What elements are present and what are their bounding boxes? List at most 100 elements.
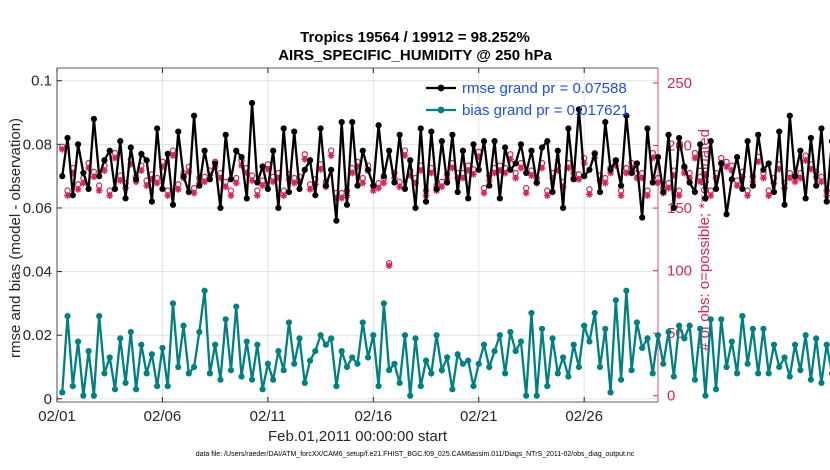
bias-point xyxy=(802,332,809,339)
rmse-point xyxy=(570,176,577,183)
obs-possible-point xyxy=(327,147,335,154)
rmse-point xyxy=(74,141,82,148)
rmse-point xyxy=(760,166,767,173)
bias-point xyxy=(101,370,108,377)
bias-point xyxy=(760,325,767,332)
bias-point xyxy=(90,392,98,399)
bias-point xyxy=(328,335,335,342)
y-tick-label-right: 0 xyxy=(667,388,675,405)
bias-point xyxy=(212,341,219,348)
rmse-point xyxy=(127,144,134,151)
obs-possible-point xyxy=(254,187,261,194)
bias-point xyxy=(190,363,198,371)
rmse-point xyxy=(296,185,303,192)
rmse-point xyxy=(96,173,103,180)
rmse-point xyxy=(491,138,498,145)
rmse-point xyxy=(670,204,677,212)
bias-point xyxy=(549,335,556,342)
rmse-point xyxy=(317,125,324,132)
rmse-point xyxy=(438,138,445,145)
plot-area xyxy=(57,68,658,402)
bias-point xyxy=(396,379,403,387)
bias-point xyxy=(391,360,398,367)
bias-point xyxy=(480,341,488,348)
bias-point xyxy=(502,370,509,377)
bias-point xyxy=(560,354,567,361)
rmse-point xyxy=(349,118,356,126)
obs-possible-point xyxy=(338,189,345,197)
rmse-point xyxy=(375,122,382,129)
bias-point xyxy=(233,303,240,310)
bias-point xyxy=(275,348,282,355)
bias-point xyxy=(264,360,271,367)
rmse-point xyxy=(433,185,440,192)
rmse-point xyxy=(217,204,224,212)
bias-point xyxy=(338,348,345,355)
rmse-point xyxy=(538,144,546,151)
rmse-point xyxy=(449,131,456,138)
bias-point xyxy=(132,386,140,393)
bias-point xyxy=(280,367,287,374)
rmse-point xyxy=(459,147,467,154)
rmse-point xyxy=(697,141,704,148)
x-tick-label: 02/21 xyxy=(460,408,498,425)
bias-point xyxy=(122,379,129,387)
bias-point xyxy=(196,328,203,336)
y-tick-label-right: 100 xyxy=(667,263,692,280)
y-tick-label-right: 150 xyxy=(667,200,692,217)
bias-point xyxy=(317,332,324,339)
obs-possible-point xyxy=(512,169,519,177)
rmse-point xyxy=(227,176,235,183)
x-tick-label: 02/11 xyxy=(250,408,286,425)
bias-point xyxy=(375,382,382,390)
rmse-point xyxy=(132,176,140,183)
bias-point xyxy=(554,370,561,377)
rmse-point xyxy=(111,185,119,192)
rmse-point xyxy=(544,138,551,145)
rmse-point xyxy=(596,188,604,196)
rmse-point xyxy=(169,201,177,208)
rmse-point xyxy=(586,166,593,173)
bias-point xyxy=(739,313,746,320)
rmse-point xyxy=(407,157,414,164)
bias-point xyxy=(296,335,303,342)
bias-point xyxy=(291,360,298,367)
bias-point xyxy=(538,325,546,332)
bias-point xyxy=(243,338,250,345)
chart-title: Tropics 19564 / 19912 = 98.252% xyxy=(300,29,530,46)
series-bias xyxy=(59,287,830,399)
bias-point xyxy=(586,338,593,345)
bias-point xyxy=(507,328,514,336)
bias-point xyxy=(807,376,814,383)
rmse-point xyxy=(428,128,435,135)
rmse-point xyxy=(507,166,514,173)
rmse-point xyxy=(665,131,672,138)
obs-evaluated-point xyxy=(248,177,256,184)
bias-point xyxy=(80,392,87,399)
rmse-point xyxy=(581,173,588,180)
bias-point xyxy=(644,335,651,342)
obs-possible-point xyxy=(707,187,714,194)
bias-point xyxy=(702,392,709,399)
rmse-point xyxy=(270,147,277,154)
rmse-point xyxy=(654,153,662,161)
obs-evaluated-point xyxy=(665,184,672,192)
rmse-point xyxy=(291,128,298,135)
obs-possible-point xyxy=(164,187,171,194)
rmse-point xyxy=(644,125,651,132)
chart-subtitle: AIRS_SPECIFIC_HUMIDITY @ 250 hPa xyxy=(278,47,552,64)
rmse-point xyxy=(206,176,213,183)
rmse-point xyxy=(222,131,229,138)
rmse-point xyxy=(749,182,756,189)
rmse-point xyxy=(396,131,403,138)
rmse-point xyxy=(422,198,430,205)
rmse-point xyxy=(444,179,451,186)
bias-point xyxy=(686,322,693,329)
bias-point xyxy=(707,316,714,323)
rmse-point xyxy=(718,160,725,167)
x-axis-label: Feb.01,2011 00:00:00 start xyxy=(268,428,448,445)
rmse-point xyxy=(280,125,287,132)
rmse-point xyxy=(781,201,788,208)
bias-point xyxy=(649,370,656,377)
